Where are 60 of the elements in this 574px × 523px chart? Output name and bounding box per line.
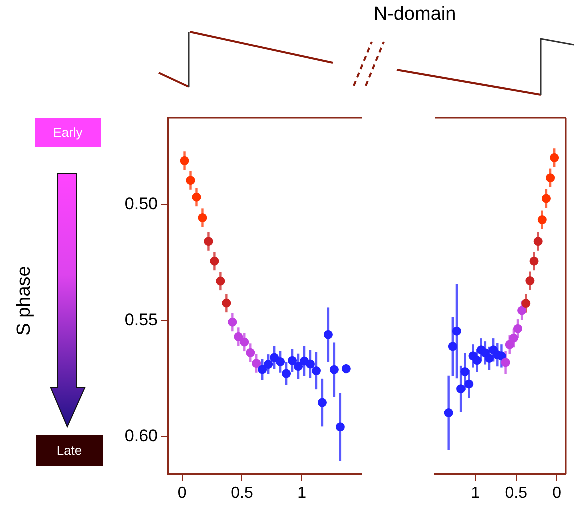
point <box>324 330 333 340</box>
point <box>546 174 556 183</box>
point <box>444 408 454 418</box>
point <box>228 318 238 327</box>
point <box>472 356 482 366</box>
point <box>180 156 190 166</box>
point <box>485 354 494 364</box>
point <box>222 298 232 308</box>
point <box>526 276 535 286</box>
x-tick-label: 0 <box>178 485 187 502</box>
point <box>509 334 518 343</box>
point <box>306 360 316 369</box>
point <box>192 192 202 202</box>
point <box>276 357 286 366</box>
x-tick-label: 0.5 <box>231 485 254 502</box>
point <box>234 332 244 342</box>
point <box>460 367 470 376</box>
x-tick-label: 1 <box>298 485 307 502</box>
point <box>294 362 304 372</box>
point <box>252 359 262 368</box>
point <box>501 358 510 368</box>
point <box>538 216 547 225</box>
point <box>288 356 298 366</box>
x-tick-label: 0 <box>552 485 562 502</box>
point <box>513 324 522 334</box>
point <box>198 213 208 222</box>
text: Early <box>35 118 101 147</box>
point <box>448 342 458 352</box>
point <box>186 176 196 186</box>
point <box>264 360 274 370</box>
point <box>522 299 531 308</box>
point <box>342 364 351 374</box>
text: N-domain <box>372 4 458 26</box>
point <box>282 369 292 378</box>
y-tick-label: 0.60 <box>124 426 158 446</box>
point <box>258 365 268 374</box>
point <box>216 276 226 286</box>
point <box>452 326 462 336</box>
point <box>518 306 527 316</box>
point <box>534 237 543 246</box>
point <box>336 422 345 432</box>
y-tick-label: 0.55 <box>124 310 158 330</box>
point <box>550 153 560 162</box>
x-tick-label: 1 <box>471 485 480 502</box>
point <box>505 340 514 350</box>
point <box>530 256 539 266</box>
point <box>246 348 256 358</box>
point <box>330 365 339 374</box>
point <box>456 384 466 394</box>
point <box>204 237 214 246</box>
x-tick-label: 0.5 <box>505 485 528 502</box>
text: Late <box>36 435 103 466</box>
point <box>542 194 551 204</box>
y-tick-label: 0.50 <box>124 194 158 214</box>
point <box>318 398 327 408</box>
point <box>210 256 220 266</box>
point <box>312 366 321 376</box>
y-axis-title: S phase <box>14 265 36 338</box>
point <box>240 338 250 347</box>
point <box>464 380 474 389</box>
